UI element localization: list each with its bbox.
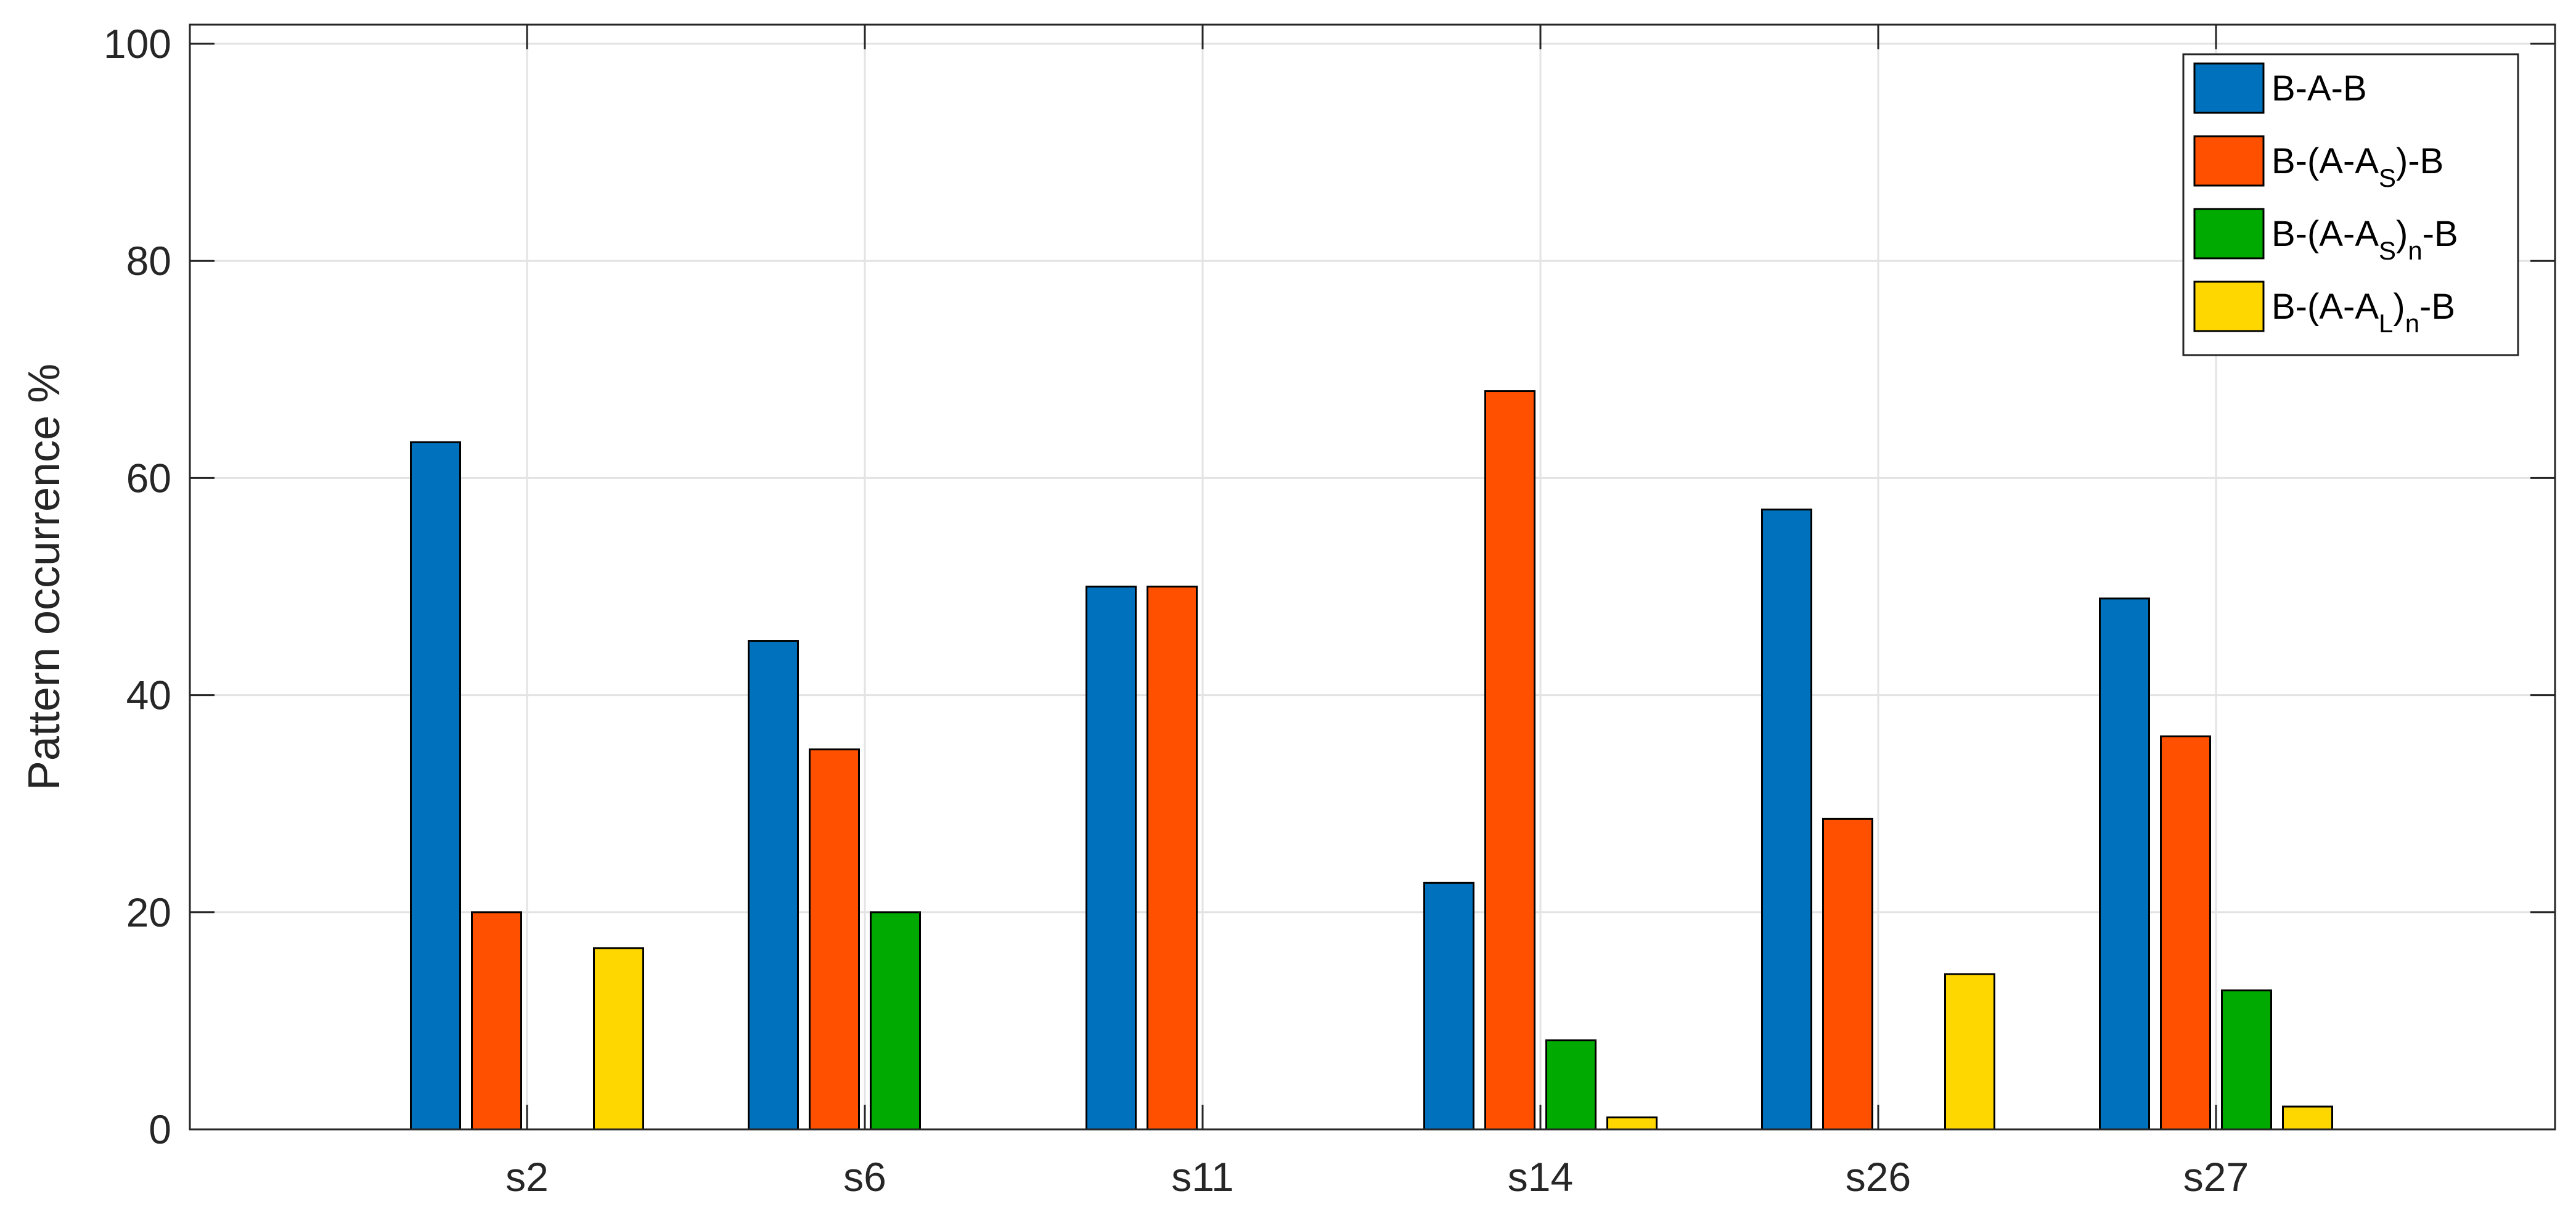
legend-label-1: B-A-B: [2271, 68, 2367, 108]
bar-s6-series-1: [748, 640, 799, 1131]
y-tick-label: 60: [126, 455, 171, 501]
legend: B-A-B B-(A-AS)-B B-(A-AS)n-B B-(A-AL)n-B: [2182, 53, 2519, 356]
x-tick-label-s11: s11: [1171, 1154, 1234, 1200]
bar-s27-series-3: [2221, 989, 2272, 1131]
plot-area-frame: [189, 23, 2556, 1131]
x-tick-label-s27: s27: [2183, 1154, 2249, 1200]
bar-s26-series-4: [1944, 973, 1995, 1131]
y-tick-label: 100: [104, 21, 171, 67]
x-tick-label-s6: s6: [843, 1154, 886, 1200]
legend-swatch-4: [2193, 280, 2265, 332]
x-tick-labels: s2 s6 s11 s14 s26 s27: [505, 1154, 2249, 1200]
x-tick-label-s2: s2: [505, 1154, 549, 1200]
ticks: [190, 25, 2555, 1131]
legend-swatch-2: [2193, 135, 2265, 187]
bar-s26-series-1: [1761, 508, 1812, 1131]
bar-s27-series-1: [2099, 597, 2150, 1131]
bar-s27-series-4: [2282, 1105, 2333, 1131]
bar-s27-series-2: [2160, 735, 2211, 1131]
bar-s14-series-4: [1606, 1116, 1658, 1131]
bar-s11-series-2: [1147, 586, 1198, 1131]
bar-s26-series-2: [1822, 817, 1873, 1131]
bar-s2-series-4: [593, 947, 644, 1131]
bar-s6-series-2: [809, 748, 860, 1131]
y-axis-label: Pattern occurrence %: [20, 364, 69, 790]
bar-s6-series-3: [870, 911, 921, 1131]
bar-s14-series-2: [1484, 390, 1535, 1131]
legend-label-2: B-(A-AS)-B: [2271, 141, 2443, 192]
y-tick-label: 20: [126, 890, 171, 935]
y-tick-label: 80: [126, 238, 171, 284]
bar-s11-series-1: [1086, 586, 1137, 1131]
y-tick-label: 0: [149, 1107, 171, 1152]
y-tick-labels: 0 20 40 60 80 100: [104, 21, 171, 1152]
legend-swatch-3: [2193, 208, 2265, 260]
bar-s2-series-1: [410, 441, 461, 1131]
y-tick-label: 40: [126, 673, 171, 718]
bar-s2-series-2: [471, 911, 522, 1131]
legend-label-3: B-(A-AS)n-B: [2271, 214, 2458, 265]
bar-s14-series-1: [1423, 882, 1474, 1131]
x-tick-label-s26: s26: [1846, 1154, 1911, 1200]
bar-s14-series-3: [1545, 1039, 1597, 1131]
x-tick-label-s14: s14: [1508, 1154, 1573, 1200]
bars: [410, 390, 2333, 1131]
legend-label-4: B-(A-AL)n-B: [2271, 287, 2455, 338]
legend-swatch-1: [2193, 62, 2265, 114]
